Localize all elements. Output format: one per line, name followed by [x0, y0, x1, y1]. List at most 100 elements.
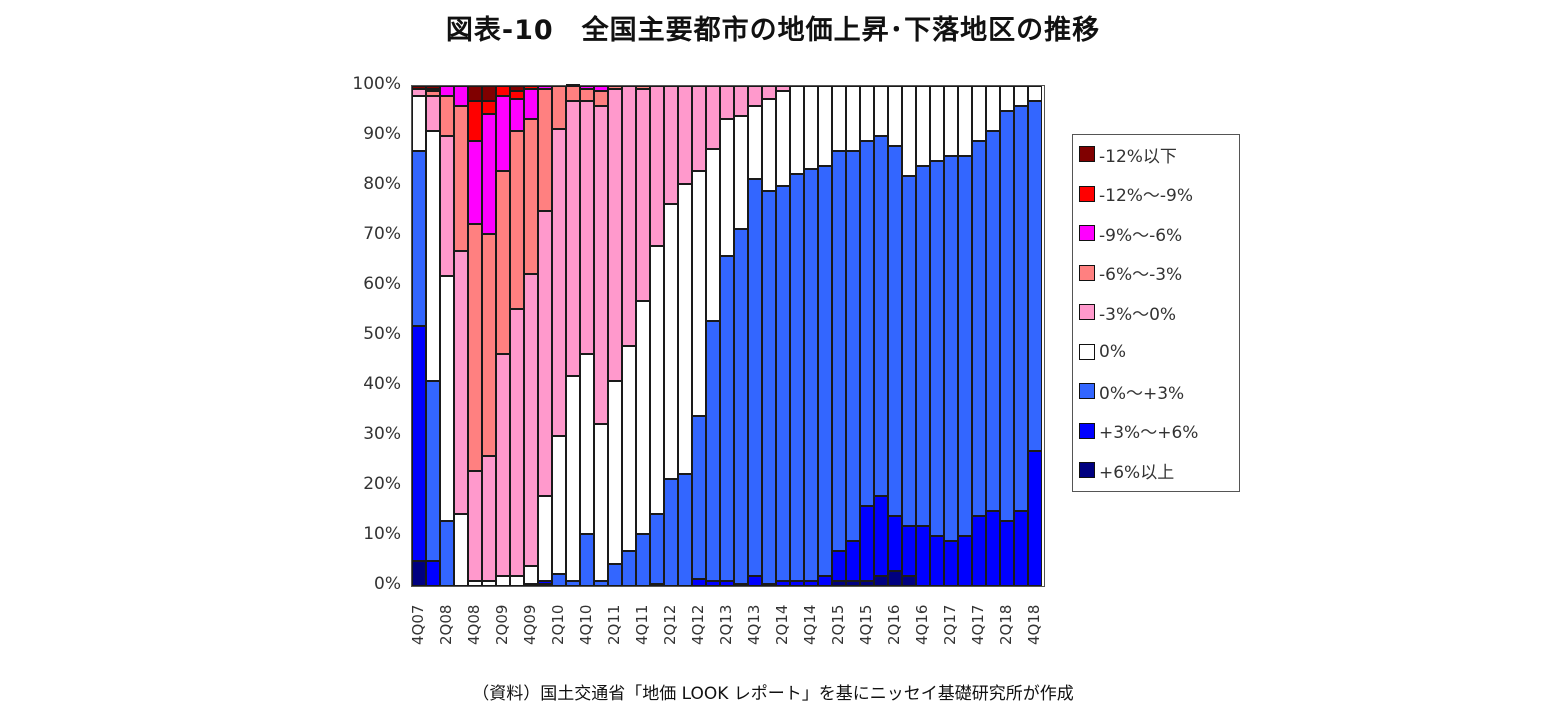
- bar-segment: [594, 91, 608, 106]
- bar-2Q17: [944, 86, 958, 586]
- bar-segment: [832, 581, 846, 586]
- y-tick-label: 10%: [363, 524, 401, 544]
- y-tick-label: 20%: [363, 474, 401, 494]
- bar-segment: [468, 101, 482, 141]
- bar-segment: [1028, 451, 1042, 586]
- bar-1Q08: [426, 86, 440, 586]
- bar-segment: [426, 88, 440, 91]
- bar-1Q14: [762, 86, 776, 586]
- bar-segment: [566, 86, 580, 101]
- bar-4Q10: [580, 86, 594, 586]
- bar-segment: [580, 101, 594, 354]
- bar-2Q14: [776, 86, 790, 586]
- bar-segment: [902, 526, 916, 576]
- bar-segment: [496, 353, 510, 576]
- bar-segment: [762, 86, 776, 99]
- bar-segment: [776, 186, 790, 581]
- bar-segment: [706, 148, 720, 321]
- bar-1Q12: [650, 86, 664, 586]
- legend-label: -12%以下: [1099, 146, 1177, 167]
- x-tick-label: 2Q08: [437, 604, 455, 645]
- x-tick-label: 2Q12: [661, 604, 679, 645]
- bar-segment: [972, 141, 986, 516]
- bar-segment: [482, 86, 496, 101]
- bar-segment: [748, 178, 762, 576]
- bar-segment: [902, 576, 916, 586]
- bar-1Q11: [594, 86, 608, 586]
- bar-segment: [524, 118, 538, 274]
- bar-segment: [622, 346, 636, 551]
- bar-segment: [874, 86, 888, 136]
- bar-segment: [426, 381, 440, 561]
- bar-segment: [440, 521, 454, 586]
- bar-2Q10: [552, 86, 566, 586]
- bar-segment: [524, 88, 538, 119]
- bar-segment: [916, 86, 930, 166]
- bar-segment: [790, 173, 804, 581]
- y-tick-label: 40%: [363, 374, 401, 394]
- bar-segment: [846, 581, 860, 586]
- bar-segment: [706, 321, 720, 581]
- bar-segment: [720, 581, 734, 586]
- bar-segment: [1000, 86, 1014, 111]
- bar-segment: [986, 86, 1000, 131]
- legend-swatch-icon: [1079, 225, 1095, 241]
- x-tick-label: 2Q10: [549, 604, 567, 645]
- legend-item: 0%: [1079, 341, 1126, 363]
- bar-segment: [1000, 111, 1014, 521]
- y-tick-label: 80%: [363, 174, 401, 194]
- bar-segment: [426, 96, 440, 131]
- bar-segment: [412, 88, 426, 96]
- y-tick-label: 90%: [363, 124, 401, 144]
- bar-segment: [930, 86, 944, 161]
- bar-segment: [454, 106, 468, 251]
- bar-segment: [720, 256, 734, 581]
- bar-segment: [636, 86, 650, 89]
- bar-3Q11: [622, 86, 636, 586]
- bar-segment: [776, 91, 790, 186]
- x-tick-label: 2Q18: [997, 604, 1015, 645]
- bar-segment: [678, 183, 692, 474]
- bar-segment: [860, 86, 874, 141]
- bar-segment: [692, 86, 706, 171]
- bar-segment: [426, 131, 440, 381]
- bar-segment: [426, 561, 440, 586]
- bar-segment: [580, 86, 594, 89]
- legend-item: -9%～-6%: [1079, 222, 1182, 246]
- bar-segment: [1000, 521, 1014, 586]
- bar-segment: [748, 576, 762, 586]
- legend-label: -3%～0%: [1099, 304, 1177, 325]
- bar-segment: [1028, 101, 1042, 451]
- bar-segment: [972, 516, 986, 586]
- bar-segment: [972, 86, 986, 141]
- legend-item: 0%～+3%: [1079, 380, 1184, 404]
- bar-segment: [734, 228, 748, 584]
- bar-segment: [748, 106, 762, 179]
- bar-4Q13: [748, 86, 762, 586]
- bar-segment: [888, 516, 902, 571]
- bar-segment: [692, 171, 706, 416]
- bar-segment: [776, 86, 790, 91]
- bar-segment: [860, 506, 874, 581]
- bar-4Q07: [412, 86, 426, 586]
- bar-segment: [454, 513, 468, 586]
- bar-segment: [832, 86, 846, 151]
- bar-segment: [790, 86, 804, 174]
- bar-segment: [762, 583, 776, 586]
- bar-segment: [706, 86, 720, 149]
- bar-segment: [1014, 106, 1028, 511]
- bar-4Q09: [524, 86, 538, 586]
- bar-segment: [496, 96, 510, 171]
- bar-segment: [482, 581, 496, 586]
- bar-segment: [552, 436, 566, 574]
- bar-segment: [636, 533, 650, 586]
- bar-segment: [846, 541, 860, 581]
- y-tick-label: 0%: [374, 574, 401, 594]
- bar-segment: [762, 191, 776, 584]
- bar-segment: [608, 88, 622, 381]
- bar-segment: [580, 88, 594, 101]
- bar-segment: [846, 151, 860, 541]
- x-tick-label: 4Q11: [633, 604, 651, 645]
- bar-1Q13: [706, 86, 720, 586]
- x-tick-label: 4Q17: [969, 604, 987, 645]
